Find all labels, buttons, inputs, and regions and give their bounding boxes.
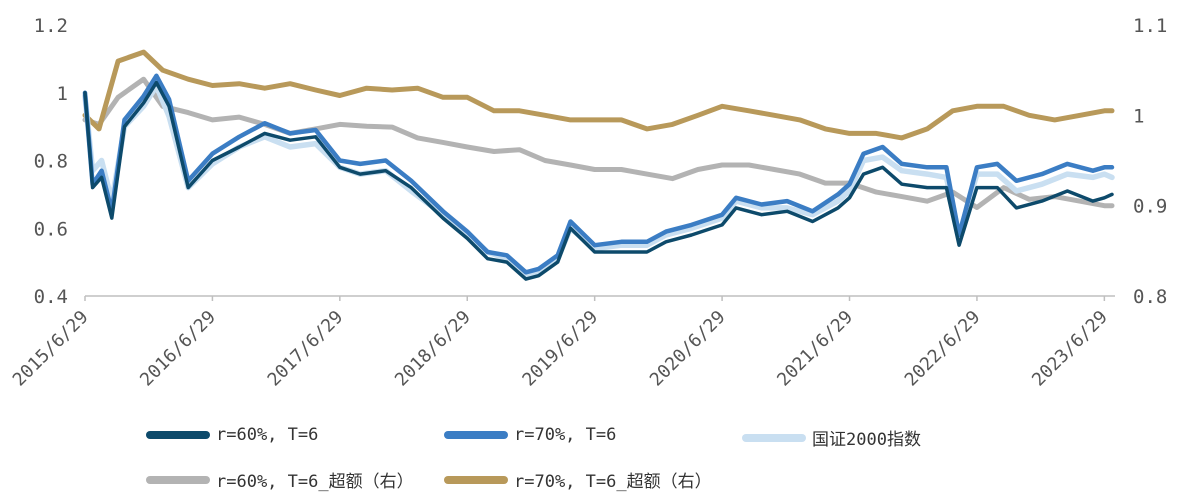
- right-y-tick-label: 1.1: [1133, 15, 1167, 37]
- right-y-axis-ticks: 0.8 0.9 1 1.1: [1133, 15, 1167, 308]
- left-y-tick-label: 1.2: [34, 15, 68, 37]
- x-tick-label: 2015/6/29: [9, 307, 93, 391]
- series-line-2: [82, 83, 1115, 279]
- x-tick-label: 2016/6/29: [136, 307, 220, 391]
- x-tick-marks: [84, 296, 1106, 301]
- series-line-1: [82, 73, 1115, 275]
- x-axis-ticks: 2015/6/29 2016/6/29 2017/6/29 2018/6/29 2019…: [9, 307, 1112, 391]
- left-y-tick-label: 1: [57, 83, 68, 105]
- left-y-tick-label: 0.8: [34, 151, 68, 173]
- right-y-tick-label: 0.8: [1133, 286, 1167, 308]
- left-y-tick-label: 0.4: [34, 286, 68, 308]
- left-y-axis-ticks: 0.4 0.6 0.8 1 1.2: [34, 15, 68, 308]
- series-line-0: [83, 80, 1114, 281]
- x-tick-label: 2018/6/29: [391, 307, 475, 391]
- x-tick-label: 2023/6/29: [1028, 307, 1112, 391]
- right-y-tick-label: 1: [1133, 105, 1144, 127]
- x-tick-label: 2017/6/29: [264, 307, 348, 391]
- x-tick-label: 2020/6/29: [646, 307, 730, 391]
- x-tick-label: 2019/6/29: [518, 307, 602, 391]
- series-line-4: [82, 49, 1115, 141]
- left-y-tick-label: 0.6: [34, 218, 68, 240]
- right-y-tick-label: 0.9: [1133, 196, 1167, 218]
- series-line-3: [82, 76, 1115, 210]
- series-layer: [82, 49, 1115, 281]
- x-tick-label: 2021/6/29: [773, 307, 857, 391]
- x-tick-label: 2022/6/29: [901, 307, 985, 391]
